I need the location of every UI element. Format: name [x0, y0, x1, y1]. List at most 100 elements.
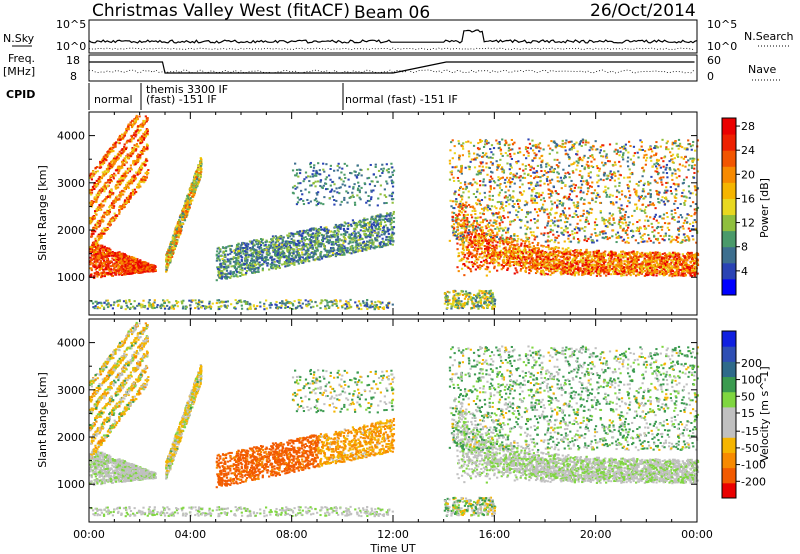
- power-cell: [94, 305, 97, 308]
- power-cell: [162, 299, 165, 302]
- power-cell: [110, 161, 113, 164]
- power-cell: [366, 298, 369, 301]
- power-cell: [251, 246, 254, 249]
- power-cell: [297, 182, 300, 185]
- power-cell: [385, 180, 388, 183]
- power-cell: [388, 194, 391, 197]
- power-cell: [565, 248, 569, 251]
- power-cell: [185, 213, 188, 216]
- power-cell: [134, 262, 137, 265]
- power-cell: [102, 246, 105, 249]
- power-cell: [599, 274, 602, 277]
- power-cell: [240, 301, 243, 304]
- power-cell: [290, 232, 293, 235]
- power-cell: [97, 235, 101, 238]
- power-cell: [244, 263, 247, 266]
- power-cell: [177, 236, 180, 239]
- power-cell: [152, 304, 155, 307]
- power-cell: [275, 300, 278, 303]
- power-cell: [98, 206, 101, 209]
- power-cell: [166, 262, 169, 265]
- power-cell: [132, 160, 135, 163]
- power-cell: [108, 252, 111, 255]
- power-cell: [99, 260, 102, 263]
- power-cell: [115, 169, 118, 172]
- power-cell: [128, 257, 131, 260]
- power-cell: [192, 185, 195, 188]
- power-cell: [367, 195, 370, 198]
- power-cell: [273, 243, 277, 246]
- power-cell: [102, 249, 105, 252]
- power-cell: [275, 246, 279, 249]
- power-cell: [133, 188, 136, 191]
- power-cell: [133, 144, 136, 147]
- power-cell: [120, 206, 123, 209]
- nsky-tick-top: 10^5: [56, 18, 86, 31]
- cpid-segment-1: normal: [94, 93, 133, 106]
- power-cell: [354, 224, 357, 227]
- power-cell: [295, 232, 298, 235]
- power-cell: [93, 216, 97, 219]
- power-cell: [240, 304, 243, 307]
- power-cell: [591, 260, 594, 263]
- power-cell: [142, 132, 145, 135]
- power-cell: [354, 203, 357, 206]
- power-cell: [165, 258, 168, 261]
- power-cell: [129, 196, 132, 199]
- power-cell: [225, 305, 229, 308]
- power-cell: [326, 231, 329, 234]
- power-cell: [98, 269, 101, 272]
- power-cell: [246, 300, 249, 303]
- power-cell: [358, 196, 361, 199]
- power-cell: [133, 122, 136, 125]
- power-cell: [314, 235, 317, 238]
- power-cell: [359, 304, 363, 307]
- power-cell: [128, 197, 131, 200]
- power-cell: [119, 195, 122, 198]
- power-cell: [168, 246, 171, 249]
- power-cell: [123, 143, 126, 146]
- power-cell: [116, 183, 119, 186]
- power-cell: [173, 237, 176, 240]
- power-cell: [386, 304, 390, 307]
- power-cell: [369, 198, 373, 201]
- power-cell: [95, 255, 98, 258]
- power-cell: [234, 254, 238, 257]
- power-cell: [133, 162, 136, 165]
- power-cell: [96, 271, 100, 274]
- power-cell: [373, 308, 376, 311]
- power-cell: [389, 228, 392, 231]
- power-cell: [391, 231, 394, 234]
- power-cell: [331, 253, 334, 256]
- power-cell: [290, 258, 293, 261]
- power-cell: [102, 268, 105, 271]
- power-cell: [101, 220, 104, 223]
- power-cell: [338, 239, 341, 242]
- power-cell: [336, 243, 339, 246]
- power-cell: [91, 217, 94, 220]
- power-cell: [391, 237, 394, 240]
- power-cell: [365, 301, 368, 304]
- power-cell: [298, 230, 302, 233]
- power-cell: [467, 233, 470, 236]
- power-cell: [115, 141, 118, 144]
- power-cell: [122, 262, 125, 265]
- power-cell: [298, 259, 301, 262]
- power-cell: [159, 306, 162, 309]
- power-cell: [298, 257, 301, 260]
- power-cell: [285, 262, 288, 265]
- power-cell: [225, 300, 228, 303]
- power-cell: [357, 300, 361, 303]
- power-cell: [235, 247, 238, 250]
- power-cell: [154, 266, 157, 269]
- power-cell: [238, 261, 241, 264]
- power-cell: [587, 263, 590, 266]
- power-cell: [114, 197, 117, 200]
- power-cell: [89, 188, 92, 191]
- power-cell: [99, 264, 102, 267]
- power-cell: [320, 202, 323, 205]
- power-cell: [124, 160, 128, 163]
- power-cell: [94, 226, 97, 229]
- power-cell: [120, 152, 123, 155]
- power-cell: [351, 194, 354, 197]
